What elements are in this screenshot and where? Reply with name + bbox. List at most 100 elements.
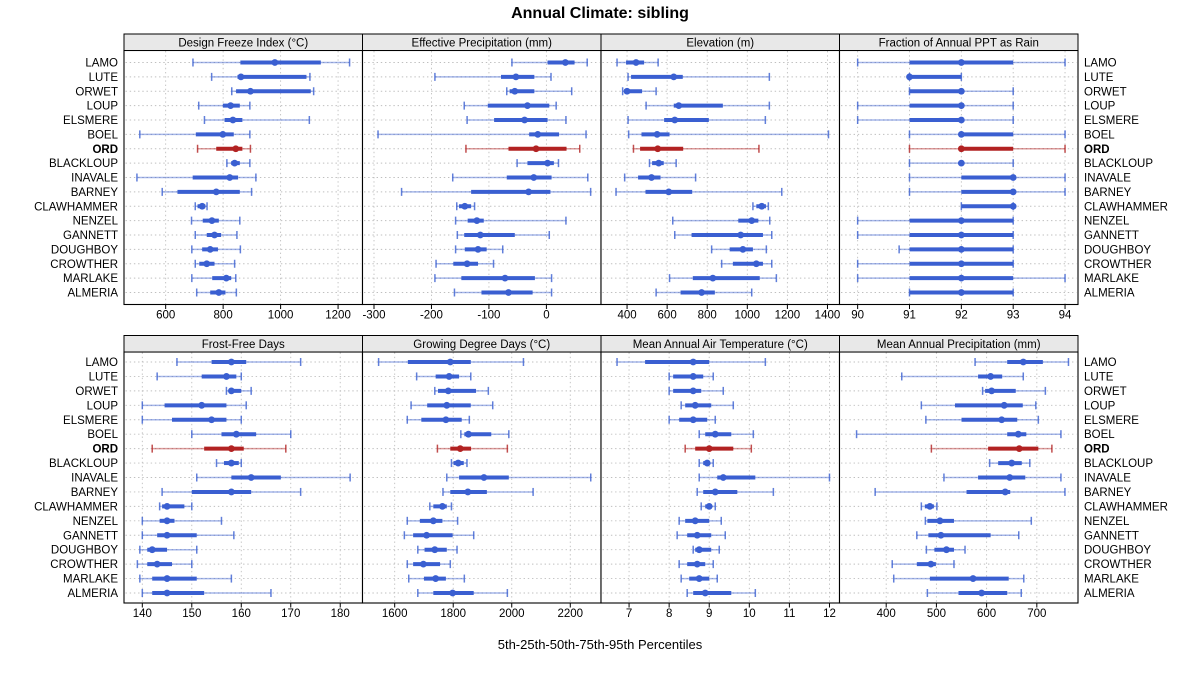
median-dot <box>561 59 569 66</box>
percentile-interval <box>190 216 241 225</box>
percentile-interval <box>505 87 573 96</box>
percentile-interval <box>700 502 716 511</box>
median-dot <box>711 430 719 438</box>
axis-tick-label: 2200 <box>557 608 583 620</box>
row-label-left: ORWET <box>75 386 118 398</box>
percentile-interval <box>454 216 567 225</box>
percentile-interval <box>925 415 1040 424</box>
percentile-interval <box>856 216 1014 225</box>
percentile-interval <box>225 386 252 395</box>
row-label-left: ORWET <box>75 86 118 98</box>
median-dot <box>1015 445 1023 453</box>
median-dot <box>957 59 965 66</box>
median-dot <box>689 373 697 380</box>
axis-tick-label: 800 <box>698 310 717 322</box>
median-dot <box>654 145 662 153</box>
panel-strip-title: Elevation (m) <box>686 38 754 50</box>
median-dot <box>1006 474 1014 481</box>
median-dot <box>1000 401 1008 409</box>
panel-strip-title: Design Freeze Index (°C) <box>178 38 308 50</box>
percentile-interval <box>988 459 1031 468</box>
row-label-left: CLAWHAMMER <box>34 501 118 513</box>
median-dot <box>957 159 965 167</box>
row-label-left: ORD <box>92 144 118 156</box>
median-dot <box>237 73 245 81</box>
percentile-interval <box>453 288 553 297</box>
row-label-left: BLACKLOUP <box>49 158 118 170</box>
median-dot <box>521 116 528 124</box>
percentile-interval <box>156 372 243 381</box>
percentile-interval <box>195 473 351 482</box>
percentile-interval <box>407 574 466 583</box>
median-dot <box>512 73 520 81</box>
panel-strip-title: Mean Annual Air Temperature (°C) <box>633 339 808 351</box>
median-dot <box>461 202 469 210</box>
median-dot <box>943 546 950 554</box>
percentile-interval <box>460 430 510 439</box>
median-dot <box>665 188 673 196</box>
percentile-interval <box>377 358 525 366</box>
axis-tick-label: 170 <box>281 608 300 620</box>
median-dot <box>969 575 977 582</box>
median-dot <box>689 387 697 395</box>
percentile-interval <box>920 401 1037 410</box>
row-label-right: ORD <box>1084 144 1110 156</box>
percentile-interval <box>615 187 783 196</box>
median-dot <box>464 488 472 496</box>
axis-tick-label: 92 <box>955 310 968 322</box>
percentile-interval <box>210 72 311 81</box>
median-dot <box>463 260 471 268</box>
median-dot <box>198 401 206 409</box>
median-dot <box>671 116 679 124</box>
median-dot <box>476 231 484 239</box>
median-dot <box>431 546 439 554</box>
median-dot <box>544 159 551 167</box>
median-dot <box>206 245 214 253</box>
percentile-interval <box>406 560 452 569</box>
percentile-interval <box>417 545 458 554</box>
axis-tick-label: 140 <box>133 608 152 620</box>
median-dot <box>271 59 279 66</box>
percentile-interval <box>434 386 490 395</box>
row-label-left: LUTE <box>89 371 119 383</box>
median-dot <box>227 387 235 395</box>
median-dot <box>695 546 703 554</box>
median-dot <box>480 474 488 481</box>
percentile-interval <box>698 459 714 468</box>
axis-tick-label: 600 <box>658 310 677 322</box>
median-dot <box>937 531 945 539</box>
median-dot <box>227 445 235 453</box>
median-dot <box>703 459 711 467</box>
panel-frost-free-days: 140 150 160 170 180 Frost-Free Days <box>123 335 364 620</box>
axis-tick-label: -100 <box>477 310 500 322</box>
percentile-interval <box>410 401 494 410</box>
percentile-interval <box>161 187 253 196</box>
percentile-interval <box>434 72 552 81</box>
axis-tick-label: -300 <box>362 310 385 322</box>
percentile-interval <box>648 159 677 168</box>
axis-tick-label: 2000 <box>499 608 525 620</box>
median-dot <box>530 174 538 181</box>
row-label-left: ELSMERE <box>63 415 118 427</box>
axis-tick-label: 9 <box>706 608 712 620</box>
median-dot <box>936 517 944 525</box>
median-dot <box>443 401 451 409</box>
row-label-left: BOEL <box>87 429 118 441</box>
row-label-left: NENZEL <box>73 216 119 228</box>
percentile-interval <box>194 202 208 211</box>
percentile-interval <box>655 288 753 297</box>
percentile-interval <box>141 401 247 410</box>
percentile-interval <box>856 259 1014 268</box>
percentiles-caption: 5th-25th-50th-75th-95th Percentiles <box>497 637 703 652</box>
panel-strip-title: Effective Precipitation (mm) <box>412 38 553 50</box>
percentile-interval <box>627 130 830 139</box>
percentile-interval <box>195 288 238 297</box>
row-label-right: ORWET <box>1084 386 1127 398</box>
percentile-interval <box>891 560 955 569</box>
median-dot <box>229 116 237 124</box>
median-dot <box>456 445 464 453</box>
percentile-interval <box>898 245 1014 254</box>
median-dot <box>1009 174 1017 181</box>
percentile-interval <box>892 574 1025 583</box>
